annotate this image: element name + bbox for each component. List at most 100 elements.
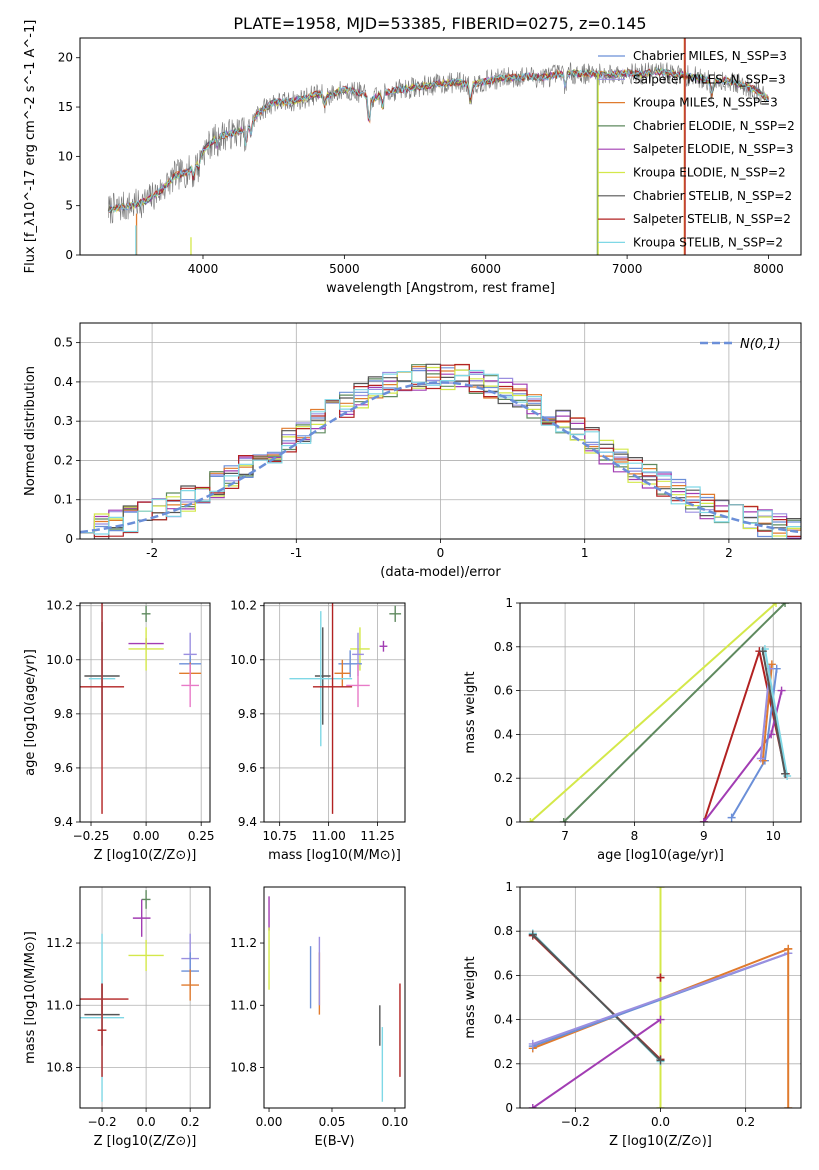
mass-weight-line [532,1018,662,1108]
x-tick-label: 0 [437,546,445,560]
y-tick-label: 0 [65,532,73,546]
y-tick-label: 10.0 [230,653,257,667]
mass-weight-marker [767,660,776,669]
plot-frame [519,886,802,1109]
y-tick-label: 0.4 [494,727,513,741]
legend-label: N(0,1) [740,337,781,352]
residual-histogram-step [80,369,801,539]
legend-label: Salpeter ELODIE, N_SSP=3 [633,142,794,156]
plot-area [80,603,202,814]
mass-vs-metallicity-panel: −0.2 0.0 0.2 10.8 11.0 11.2 Z [log10(Z/Z⊙)] mas… [23,886,211,1149]
y-tick-label: 10 [58,149,73,163]
y-tick-label: 0 [65,248,73,262]
x-tick-label: 10.75 [262,829,296,843]
mass-weight-marker [656,973,665,982]
y-tick-label: 10.2 [230,599,257,613]
mass-weight-line [532,952,789,1045]
y-tick-label: 20 [58,51,73,65]
y-tick-label: 10.2 [46,599,73,613]
x-tick-label: 9 [700,829,708,843]
x-tick-label: -1 [290,546,302,560]
y-tick-label: 0.8 [494,924,513,938]
y-tick-label: 9.4 [54,815,73,829]
x-axis-label: age [log10(age/yr)] [597,848,724,863]
plot-area [289,603,402,814]
mass-weight-marker [756,754,765,763]
x-tick-label: 0.0 [137,1115,156,1129]
plot-frame [263,886,406,1109]
y-tick-label: 1 [505,596,513,610]
y-tick-label: 11.2 [46,936,73,950]
plot-frame [79,37,802,256]
plot-frame [263,602,406,823]
mass-weight-marker [777,686,786,695]
y-tick-label: 0 [505,815,513,829]
mass-weight-marker [784,944,793,953]
age-vs-mass-panel: 10.75 11.00 11.25 9.4 9.6 9.8 10.0 10.2 mass [lo… [230,599,406,863]
y-tick-label: 0.6 [494,968,513,982]
mass-weight-marker [772,603,781,607]
legend-label: Kroupa MILES, N_SSP=3 [633,96,778,110]
plot-area [526,603,792,822]
x-axis-label: E(B-V) [314,1134,354,1149]
x-tick-label: −0.2 [561,1115,590,1129]
x-tick-label: 1 [581,546,589,560]
x-tick-label: 7000 [612,262,643,276]
x-tick-label: 5000 [329,262,360,276]
plot-frame [519,602,802,823]
y-tick-label: 10.8 [230,1061,257,1075]
x-tick-label: 0.10 [382,1115,409,1129]
y-tick-label: 1 [505,880,513,894]
y-tick-label: 11.0 [230,998,257,1012]
massweight-vs-metallicity-panel: −0.2 0.0 0.2 0 0.2 0.4 0.6 0.8 1 Z [log10(Z/Z⊙)] m… [463,880,802,1149]
y-tick-label: 10.0 [46,653,73,667]
x-axis-label: mass [log10(M/M⊙)] [268,848,401,863]
x-tick-label: 0.00 [256,1115,283,1129]
y-tick-label: 0.4 [54,375,73,389]
massweight-vs-age-panel: 7 8 9 10 0 0.2 0.4 0.6 0.8 1 age [log10(age/yr)] ma… [463,596,802,863]
mass-weight-marker [699,818,708,822]
mass-weight-marker [727,813,736,822]
legend-label: Salpeter MILES, N_SSP=3 [633,72,786,86]
x-tick-label: 10 [766,829,781,843]
mass-weight-marker [758,647,767,656]
mass-weight-marker [528,1104,537,1108]
y-tick-label: 9.8 [54,707,73,721]
mass-weight-marker [656,1056,665,1065]
y-axis-label: Normed distribution [23,366,38,496]
plot-area [268,896,401,1102]
y-tick-label: 0.1 [54,493,73,507]
plot-frame [79,322,802,540]
x-axis-label: Z [log10(Z/Z⊙)] [94,848,197,863]
legend-label: Chabrier ELODIE, N_SSP=2 [633,119,795,133]
x-axis-label: wavelength [Angstrom, rest frame] [326,281,555,296]
y-tick-label: 11.2 [230,936,257,950]
y-tick-label: 5 [65,199,73,213]
mass-weight-marker [526,818,535,822]
y-axis-label: age [log10(age/yr)] [23,649,38,776]
mass-weight-marker [656,887,665,891]
mass-weight-marker [656,1104,665,1108]
x-tick-label: 0.05 [319,1115,346,1129]
mass-weight-marker [559,818,568,822]
y-tick-label: 0.4 [494,1013,513,1027]
y-tick-label: 0 [505,1101,513,1115]
y-tick-label: 15 [58,100,73,114]
mass-weight-line [761,651,786,774]
mass-vs-extinction-panel: 0.00 0.05 0.10 10.8 11.0 11.2 E(B-V) [230,886,409,1149]
plot-area [80,363,801,539]
y-tick-label: 0.3 [54,414,73,428]
x-tick-label: 0.2 [736,1115,755,1129]
x-tick-label: 8 [631,829,639,843]
x-axis-label: Z [log10(Z/Z⊙)] [94,1134,197,1149]
plot-area [528,887,793,1108]
figure-title: PLATE=1958, MJD=53385, FIBERID=0275, z=0… [233,14,646,33]
mass-weight-marker [528,930,537,939]
y-tick-label: 9.8 [238,707,257,721]
x-tick-label: 8000 [753,262,784,276]
y-tick-label: 9.6 [54,761,73,775]
y-tick-label: 11.0 [46,998,73,1012]
normal-curve [80,381,801,534]
model-spectrum-line [108,67,769,213]
plot-frame [79,602,211,823]
